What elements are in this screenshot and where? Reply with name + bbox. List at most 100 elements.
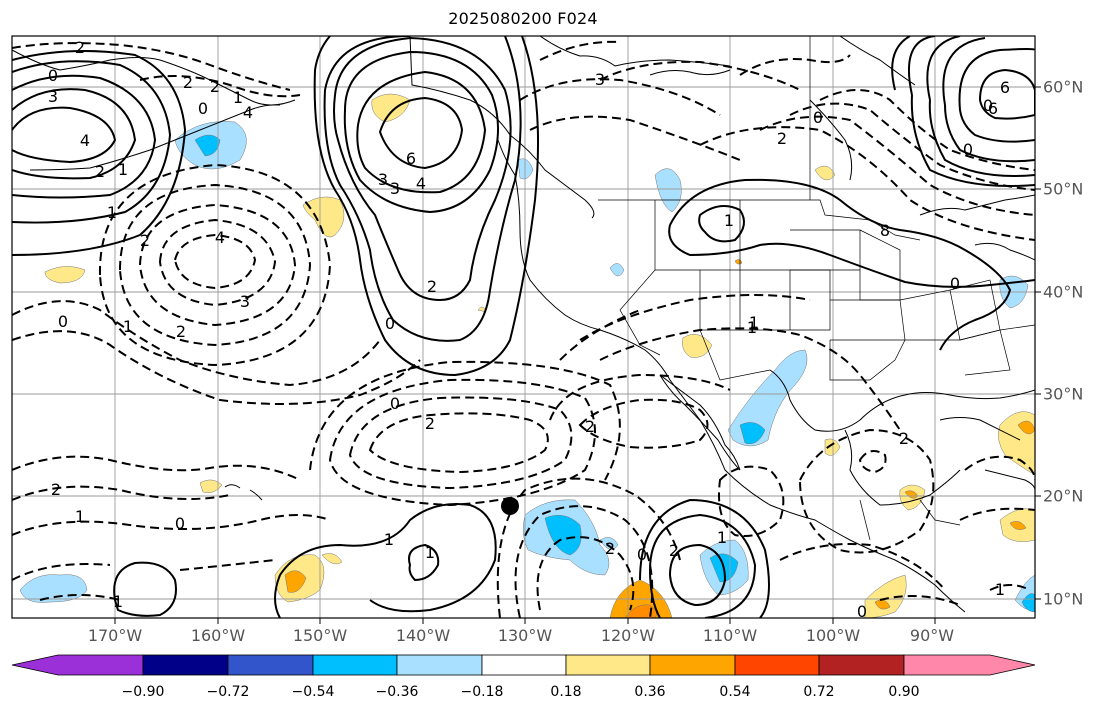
colorbar-tick-label: 0.54 xyxy=(719,684,751,700)
colorbar-tick-label: −0.72 xyxy=(206,684,250,700)
colorbar-segment xyxy=(818,654,905,676)
contour-label: 0 xyxy=(58,312,68,331)
contour-label: 1 xyxy=(384,530,394,549)
contour-label: 2 xyxy=(140,231,150,250)
lon-label: 160°W xyxy=(190,626,246,645)
shade-patch xyxy=(739,422,766,444)
shade-patch xyxy=(194,134,221,157)
shade-patch xyxy=(302,196,345,238)
contour-label: 1 xyxy=(747,318,757,337)
colorbar-segment xyxy=(312,654,398,676)
contour-label: 0 xyxy=(963,140,973,159)
contour-label: 1 xyxy=(233,88,243,107)
colorbar-tick-label: 0.72 xyxy=(803,684,835,700)
lon-label: 90°W xyxy=(909,626,955,645)
colorbar xyxy=(11,654,1036,676)
shade-patch xyxy=(599,537,619,550)
contour-label: 2 xyxy=(183,73,193,92)
contour-label: 1 xyxy=(118,160,128,179)
contour-labels: 2 0 3 4 2 1 1 2 3 4 6 2 3 4 2 0 0 1 2 3 … xyxy=(48,38,1010,621)
contour-label: 0 xyxy=(983,96,993,115)
lon-label: 100°W xyxy=(805,626,861,645)
colorbar-segment xyxy=(396,654,483,676)
lat-label: 20°N xyxy=(1043,486,1084,506)
colorbar-segment xyxy=(903,654,1036,676)
contour-label: 2 xyxy=(605,539,615,558)
colorbar-segment xyxy=(142,654,229,676)
lat-label: 40°N xyxy=(1043,282,1084,302)
contour-label: 2 xyxy=(75,38,85,57)
shade-patch xyxy=(199,479,223,493)
contour-label: 4 xyxy=(243,103,253,122)
colorbar-segment xyxy=(649,654,736,676)
colorbar-tick-label: −0.90 xyxy=(121,684,165,700)
shade-patch xyxy=(371,93,411,123)
colorbar-tick-label: 0.90 xyxy=(888,684,920,700)
contour-label: 1 xyxy=(717,528,727,547)
contour-label: 3 xyxy=(390,179,400,198)
contour-label: 2 xyxy=(425,414,435,433)
lat-label: 60°N xyxy=(1043,77,1084,97)
contour-label: 0 xyxy=(175,514,185,533)
contour-label: 4 xyxy=(416,174,426,193)
contour-label: 6 xyxy=(988,99,998,118)
shade-patch xyxy=(19,574,88,603)
shade-patch xyxy=(284,570,307,593)
contour-label: 2 xyxy=(176,322,186,341)
contour-label: 1 xyxy=(425,543,435,562)
contour-label: 2 xyxy=(210,77,220,96)
colorbar-segment xyxy=(11,654,144,676)
colorbar-segment xyxy=(227,654,314,676)
contour-label: 1 xyxy=(995,580,1005,599)
contour-label: 1 xyxy=(749,313,759,332)
shade-patch xyxy=(517,158,534,180)
colorbar-tick-label: 0.18 xyxy=(550,684,582,700)
contour-label: 3 xyxy=(378,170,388,189)
shade-patch xyxy=(624,604,657,618)
contour-label: 0 xyxy=(857,602,867,621)
lon-label: 110°W xyxy=(702,626,758,645)
shade-patch xyxy=(1017,420,1035,435)
colorbar-segment xyxy=(734,654,820,676)
shade-patch xyxy=(864,574,907,618)
contour-label: 0 xyxy=(813,108,823,127)
shade-patch xyxy=(727,349,808,447)
contour-label: 6 xyxy=(406,149,416,168)
contour-label: 8 xyxy=(880,221,890,240)
contour-label: 3 xyxy=(48,87,58,106)
contour-label: 0 xyxy=(390,394,400,413)
map-frame xyxy=(11,35,1036,619)
shade-patch xyxy=(609,263,625,277)
lon-label: 140°W xyxy=(395,626,451,645)
lat-label: 50°N xyxy=(1043,179,1084,199)
contour-label: 1 xyxy=(75,507,85,526)
contour-label: 4 xyxy=(80,131,90,150)
shade-patch xyxy=(654,168,682,213)
contours-negative xyxy=(12,40,1035,618)
lon-label: 120°W xyxy=(600,626,656,645)
contour-label: 0 xyxy=(950,274,960,293)
shade-patch xyxy=(1009,521,1027,530)
shade-patch xyxy=(321,553,343,565)
lon-label: 170°W xyxy=(87,626,143,645)
contour-label: 1 xyxy=(724,211,734,230)
contour-label: 0 xyxy=(385,314,395,333)
location-marker xyxy=(501,497,519,515)
contour-label: 2 xyxy=(51,480,61,499)
contour-label: 1 xyxy=(123,317,133,336)
lat-label: 10°N xyxy=(1043,589,1084,609)
coastlines xyxy=(12,36,1035,613)
contour-label: 2 xyxy=(899,429,909,448)
shade-patch xyxy=(734,259,743,265)
contour-label: 0 xyxy=(198,99,208,118)
lon-label: 150°W xyxy=(292,626,348,645)
shade-patch xyxy=(824,438,841,456)
contour-label: 2 xyxy=(669,541,679,560)
contours-positive xyxy=(12,36,1035,618)
lat-label: 30°N xyxy=(1043,384,1084,404)
colorbar-tick-label: −0.18 xyxy=(460,684,504,700)
shade-patch xyxy=(998,411,1035,476)
shade-patch xyxy=(814,165,836,181)
shade-patch xyxy=(682,334,713,358)
